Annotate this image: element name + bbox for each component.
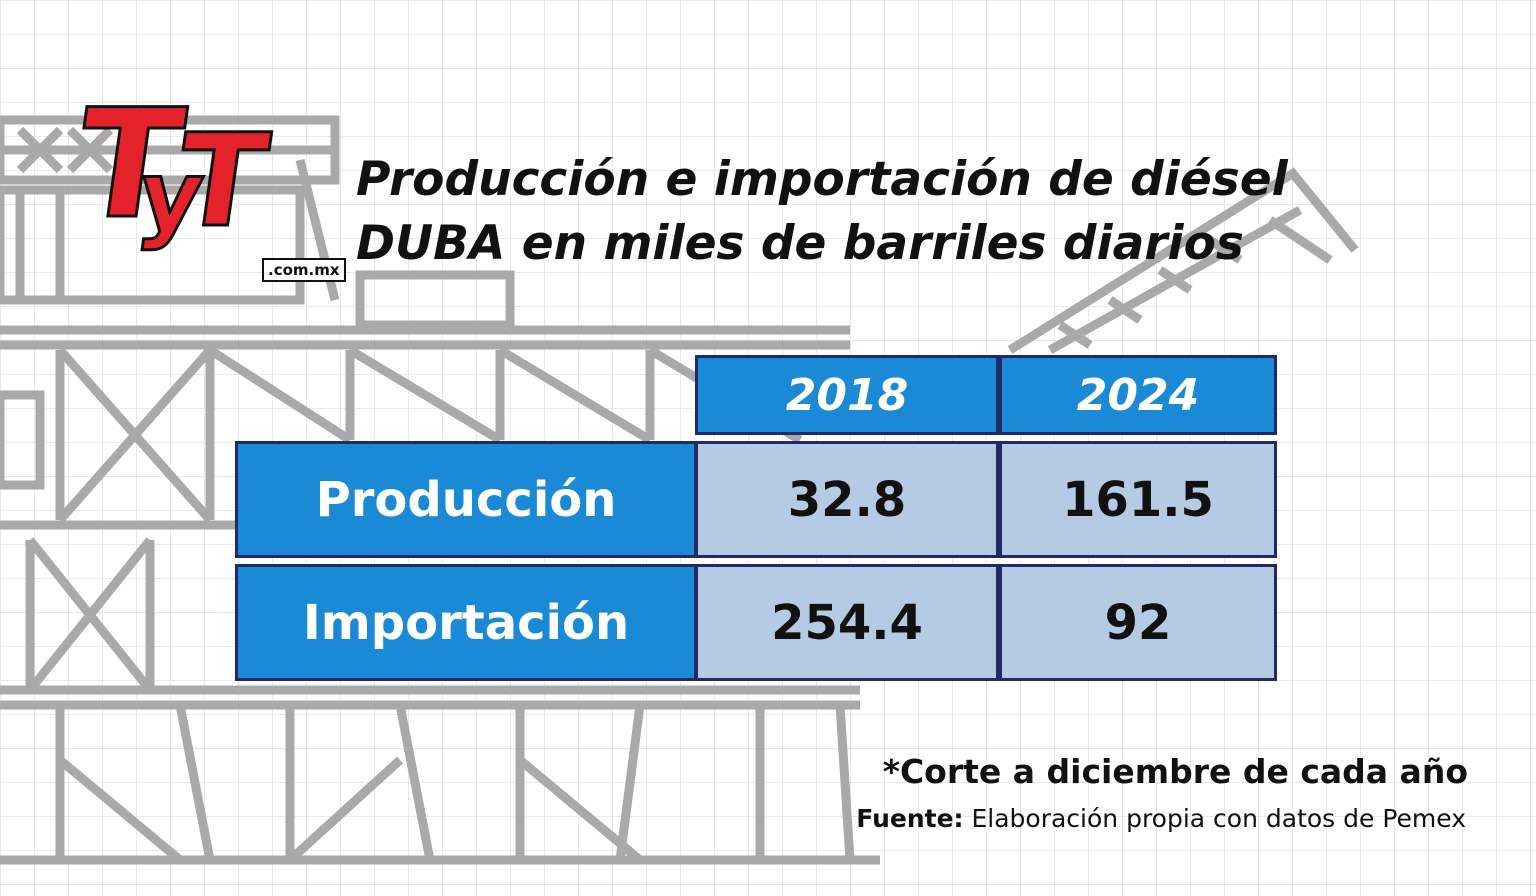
cell-produccion-2018: 32.8 <box>695 441 999 558</box>
footnote: *Corte a diciembre de cada año <box>882 752 1468 791</box>
cell-produccion-2024: 161.5 <box>999 441 1277 558</box>
row-label-importacion: Importación <box>235 564 697 681</box>
source-label: Fuente: <box>856 804 964 833</box>
logo-domain: .com.mx <box>262 258 346 282</box>
column-header-2018: 2018 <box>695 355 999 435</box>
title-line-1: Producción e importación de diésel <box>356 152 1288 207</box>
title-line-2: DUBA en miles de barriles diarios <box>356 216 1244 271</box>
tyt-logo[interactable]: T y T .com.mx <box>64 77 346 286</box>
chart-title: Producción e importación de diésel DUBA … <box>356 148 1416 276</box>
source-line: Fuente: Elaboración propia con datos de … <box>856 804 1466 833</box>
source-text: Elaboración propia con datos de Pemex <box>963 804 1466 833</box>
row-label-produccion: Producción <box>235 441 697 558</box>
column-header-2024: 2024 <box>999 355 1277 435</box>
cell-importacion-2024: 92 <box>999 564 1277 681</box>
logo-letter-t-second: T <box>166 106 277 258</box>
cell-importacion-2018: 254.4 <box>695 564 999 681</box>
